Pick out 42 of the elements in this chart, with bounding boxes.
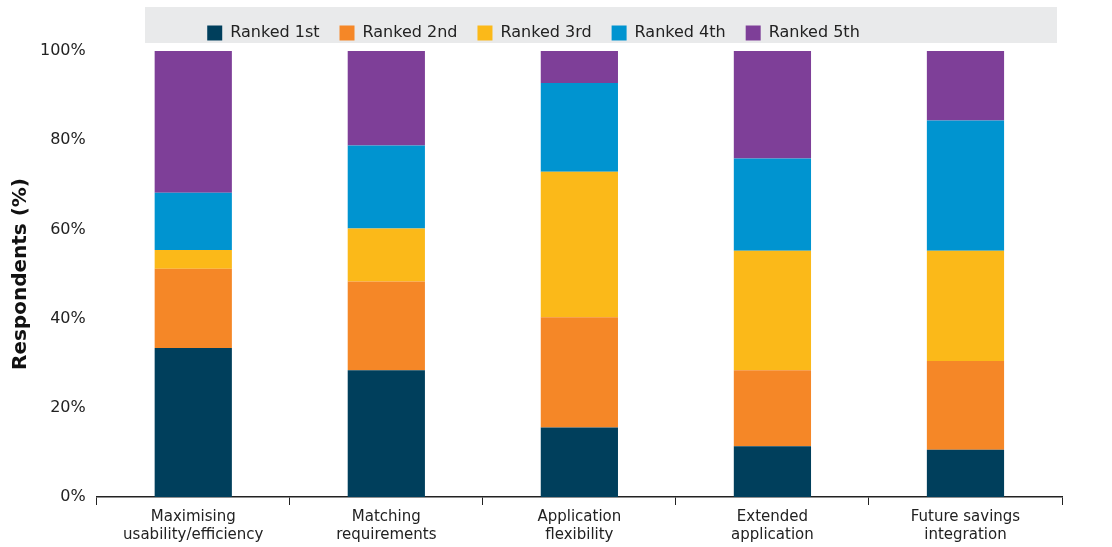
y-tick-label: 40% (50, 307, 86, 327)
bar (926, 51, 1005, 121)
legend-label: Ranked 3rd (500, 22, 592, 42)
y-tick-label: 20% (50, 396, 86, 416)
x-tick-label: Extended application (731, 506, 814, 543)
legend-label: Ranked 5th (768, 22, 860, 42)
bar (540, 83, 618, 172)
bar (926, 120, 1005, 251)
bar (733, 51, 812, 159)
legend-label: Ranked 2nd (362, 22, 458, 42)
bar (733, 158, 812, 251)
bar (733, 370, 812, 447)
bar (154, 348, 232, 497)
bar (733, 250, 812, 371)
y-tick-label: 60% (50, 218, 86, 238)
bar (347, 228, 425, 282)
bar (733, 446, 812, 497)
legend-label: Ranked 1st (230, 22, 320, 42)
bar (154, 192, 232, 250)
bar (540, 317, 618, 428)
x-tick-label: Future savings integration (910, 506, 1021, 543)
bar (154, 51, 232, 193)
bar (926, 449, 1005, 497)
bar (154, 249, 232, 269)
y-tick-label: 80% (50, 129, 86, 149)
bar (926, 250, 1005, 361)
bar (540, 427, 618, 497)
bar (926, 360, 1005, 450)
bar (347, 370, 425, 497)
bar (347, 145, 425, 229)
bar (347, 51, 425, 146)
bar (540, 171, 618, 318)
y-axis-title: Respondents (%) (7, 177, 32, 371)
y-tick-label: 0% (60, 486, 86, 506)
legend-label: Ranked 4th (634, 22, 726, 42)
x-tick-label: Maximising usability/efficiency (123, 506, 264, 543)
bar (154, 268, 232, 349)
bar (540, 51, 618, 84)
y-tick-label: 100% (39, 40, 86, 60)
x-tick-label: Matching requirements (336, 506, 437, 543)
bar (347, 281, 425, 371)
x-tick-label: Application flexibility (537, 506, 622, 543)
